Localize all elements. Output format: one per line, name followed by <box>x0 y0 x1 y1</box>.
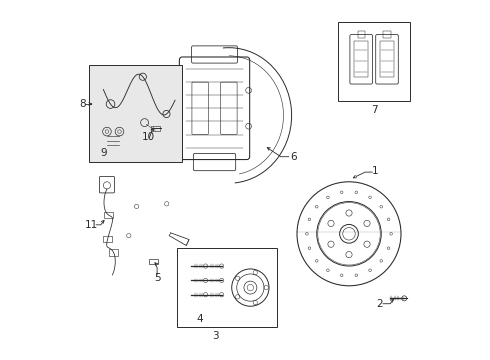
Text: 9: 9 <box>100 148 107 158</box>
Text: 8: 8 <box>79 99 86 109</box>
Bar <box>177 248 277 327</box>
Text: 3: 3 <box>212 331 219 341</box>
Text: 10: 10 <box>142 132 155 142</box>
Text: 11: 11 <box>85 220 98 230</box>
Bar <box>103 235 112 242</box>
Bar <box>104 212 113 219</box>
Bar <box>151 126 160 131</box>
Text: 2: 2 <box>376 299 383 309</box>
Bar <box>109 249 118 256</box>
Bar <box>380 41 394 77</box>
Text: 4: 4 <box>197 314 203 324</box>
Bar <box>89 65 182 162</box>
Text: 6: 6 <box>290 152 296 162</box>
Bar <box>338 22 410 101</box>
Bar <box>383 31 391 38</box>
Text: 5: 5 <box>154 273 160 283</box>
Text: 1: 1 <box>372 166 379 176</box>
Bar <box>358 31 365 38</box>
Bar <box>149 259 158 264</box>
Bar <box>354 41 368 77</box>
Text: 7: 7 <box>371 105 377 115</box>
